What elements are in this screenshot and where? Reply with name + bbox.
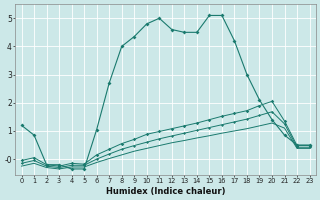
X-axis label: Humidex (Indice chaleur): Humidex (Indice chaleur) (106, 187, 225, 196)
